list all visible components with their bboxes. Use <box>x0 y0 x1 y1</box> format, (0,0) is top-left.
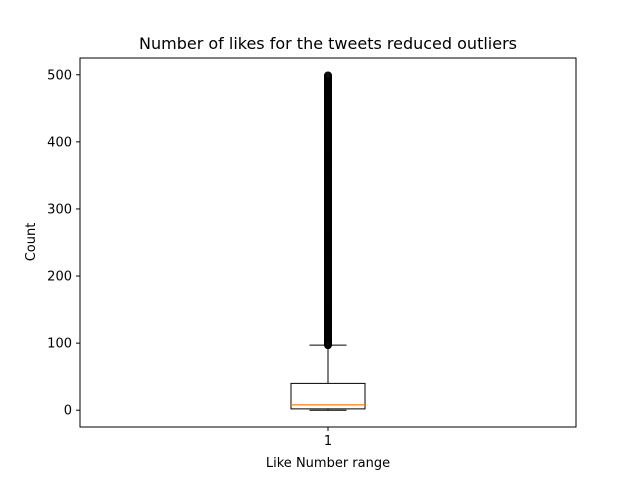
y-tick-label: 200 <box>47 270 72 285</box>
plot-area <box>290 71 366 411</box>
y-tick-label: 300 <box>47 202 72 217</box>
y-tick-label: 100 <box>47 337 72 352</box>
chart-title: Number of likes for the tweets reduced o… <box>139 34 517 53</box>
y-axis: 0 100 200 300 400 500 <box>47 68 80 419</box>
y-tick-label: 400 <box>47 135 72 150</box>
x-axis-label: Like Number range <box>266 456 390 471</box>
y-axis-label: Count <box>24 223 39 262</box>
outlier-markers <box>324 71 332 350</box>
outlier-point <box>324 71 332 80</box>
y-tick-label: 0 <box>64 404 72 419</box>
x-tick-label: 1 <box>324 434 332 449</box>
y-tick-label: 500 <box>47 68 72 83</box>
iqr-box <box>290 382 366 410</box>
x-axis: 1 <box>324 427 332 449</box>
